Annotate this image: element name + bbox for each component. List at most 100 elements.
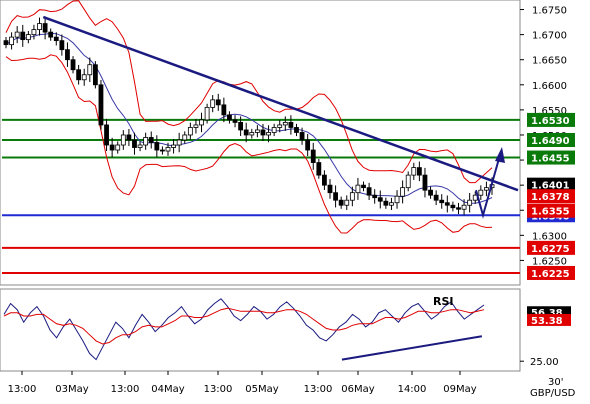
candle-body (294, 127, 299, 133)
candle-body (383, 200, 389, 206)
candle-body (25, 34, 31, 41)
footer-symbol: GBP/USD (530, 388, 576, 399)
candle-body (338, 199, 344, 206)
candle-body (48, 31, 54, 38)
candle-body (165, 147, 171, 152)
candle-body (327, 184, 333, 194)
price-tick-label: 1.6550 (532, 106, 567, 117)
price-marker-label: 1.6401 (531, 181, 570, 192)
projection-arrow (475, 154, 501, 219)
candle-body (59, 40, 65, 51)
candle-body (20, 31, 26, 41)
level-label-box (527, 132, 575, 147)
candle-body (31, 29, 37, 36)
candle-body (428, 189, 433, 196)
candle-body (389, 202, 394, 206)
candle-body (126, 134, 132, 141)
candle-body (76, 69, 82, 81)
candle-body (456, 207, 461, 210)
price-tick-label: 1.6600 (532, 81, 567, 92)
x-tick-label: 06May (341, 384, 374, 395)
price-panel-frame (0, 0, 521, 286)
candle-body (377, 197, 383, 202)
arrow-head-icon (495, 147, 505, 164)
level-label: 1.6530 (531, 116, 570, 127)
candle-body (53, 36, 59, 42)
candle-body (143, 137, 149, 146)
candle-body (160, 149, 165, 152)
rsi-marker-box (527, 313, 571, 326)
x-tick-label: 03May (55, 384, 88, 395)
price-tick-label: 1.6300 (532, 231, 567, 242)
price-marker-label: 1.6378 (531, 192, 570, 203)
candle-body (433, 194, 439, 201)
x-tick-label: 13:00 (8, 384, 37, 395)
candle-body (9, 36, 14, 46)
candle-body (310, 149, 316, 163)
candle-body (199, 119, 204, 126)
candle-body (411, 167, 417, 176)
candle-body (249, 132, 255, 136)
rsi-marker-label: 53.38 (531, 316, 563, 327)
candle-body (349, 192, 355, 201)
level-label-box (527, 150, 575, 165)
candle-body (366, 187, 372, 196)
bollinger-lower (5, 54, 493, 234)
price-trendline (42, 15, 519, 192)
x-tick-label: 09May (443, 384, 476, 395)
rsi-series-line (3, 298, 485, 361)
candle-body (288, 122, 294, 128)
candle-body (416, 167, 422, 176)
candle-body (92, 64, 98, 86)
candle-body (215, 99, 221, 106)
x-tick-label: 13:00 (204, 384, 233, 395)
candle-body (361, 184, 366, 189)
candle-body (316, 162, 322, 176)
candle-body (282, 122, 288, 126)
bollinger-upper (5, 0, 493, 184)
candle-body (305, 139, 311, 151)
candle-body (260, 129, 266, 136)
candle-body (137, 144, 143, 148)
rsi-tick-label: 25.00 (530, 357, 559, 368)
candle-body (171, 144, 176, 148)
candle-body (394, 195, 400, 204)
candle-body (299, 132, 305, 141)
rsi-marker-label: 56.38 (531, 308, 563, 319)
candle-body (42, 23, 48, 33)
price-tick-label: 1.6700 (532, 31, 567, 42)
candle-body (210, 99, 216, 108)
rsi-trendline (341, 335, 483, 361)
candle-body (98, 84, 104, 126)
rsi-title: RSI (433, 295, 454, 308)
level-label-box (527, 112, 575, 127)
candle-body (243, 129, 249, 136)
candle-body (193, 124, 199, 128)
footer-timeframe: 30' (548, 377, 563, 388)
level-label: 1.6490 (531, 136, 570, 147)
candle-body (221, 104, 227, 116)
candle-body (109, 144, 115, 151)
price-tick-label: 1.6650 (532, 56, 567, 67)
candle-body (372, 194, 378, 199)
x-tick-label: 05May (245, 384, 278, 395)
candle-body (232, 119, 238, 123)
candle-body (333, 192, 338, 201)
candle-body (14, 31, 20, 38)
level-label: 1.6225 (531, 269, 570, 280)
candle-body (344, 199, 350, 206)
candle-body (271, 127, 277, 133)
candle-body (422, 174, 428, 191)
level-label: 1.6455 (531, 154, 570, 165)
candle-body (115, 144, 121, 151)
candle-body (444, 202, 450, 206)
price-tick-label: 1.6250 (532, 256, 567, 267)
candle-body (154, 142, 160, 151)
candle-body (120, 134, 126, 146)
candle-body (3, 40, 9, 46)
candle-body (478, 189, 484, 196)
candle-body (81, 74, 87, 81)
candle-body (204, 106, 210, 121)
candle-body (266, 132, 271, 136)
